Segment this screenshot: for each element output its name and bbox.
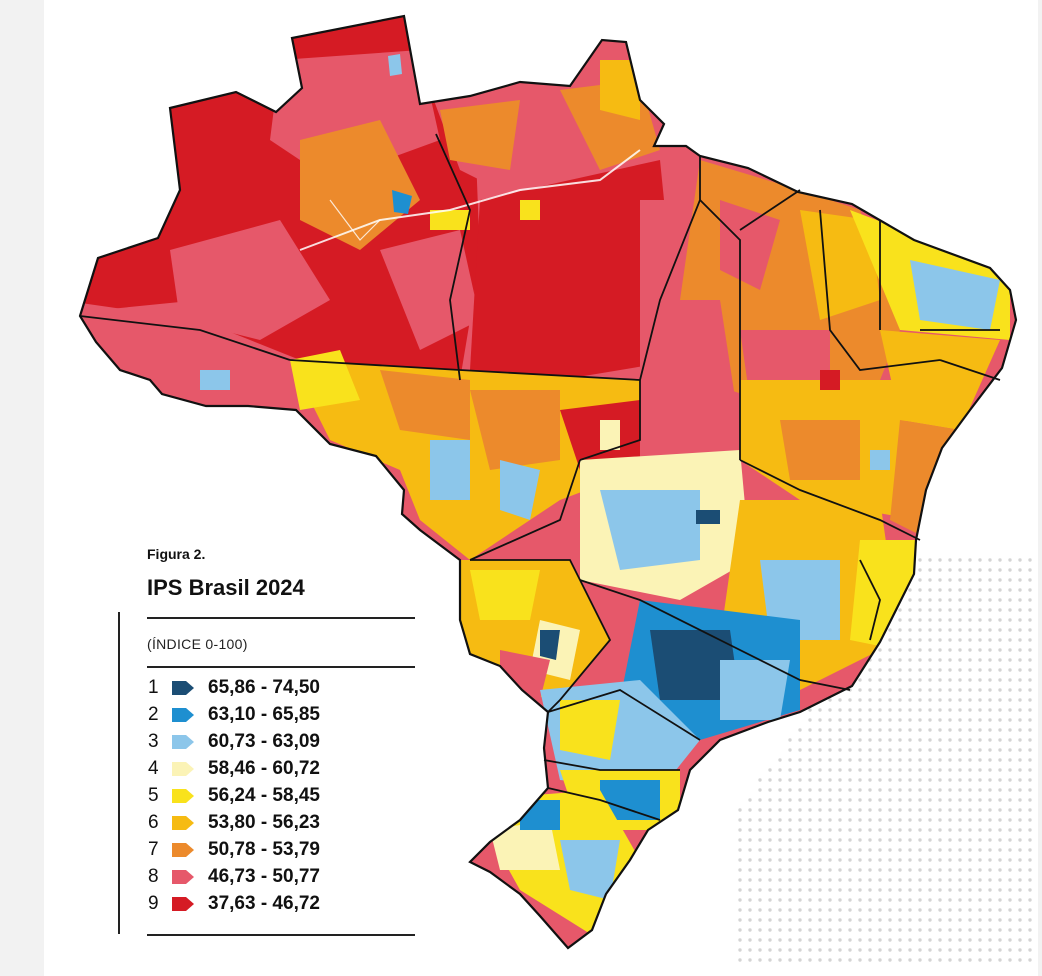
brazil-map[interactable]	[0, 0, 1042, 976]
